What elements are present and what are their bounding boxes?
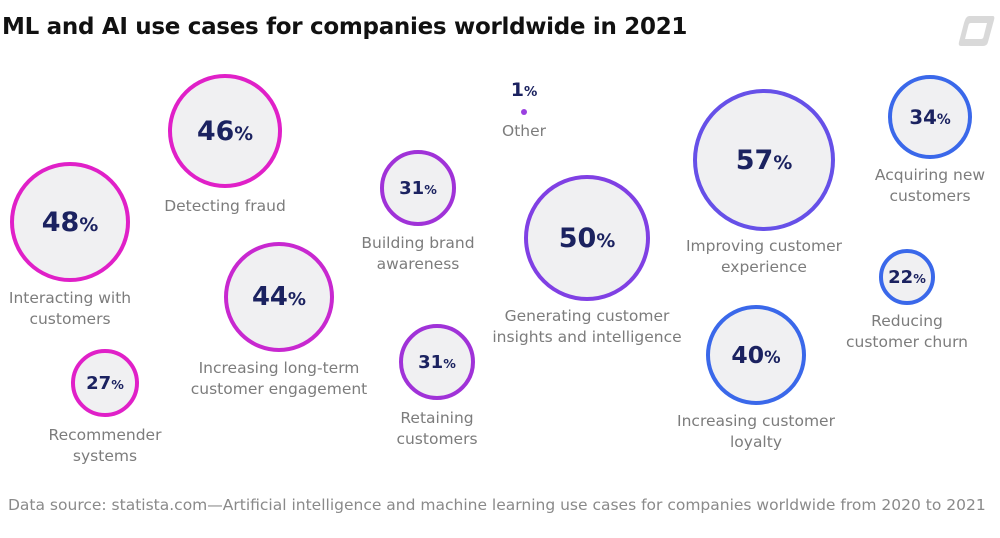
bubble-value: 50%	[558, 222, 616, 254]
bubble-6	[521, 109, 527, 115]
bubble-label: Improving customer experience	[685, 237, 843, 276]
bubble-value: 34%	[909, 105, 951, 129]
bubble-label: Increasing customer loyalty	[677, 412, 835, 451]
bubble-label: Increasing long-term customer engagement	[190, 359, 368, 398]
logo-icon	[958, 16, 995, 46]
bubble-value: 57%	[735, 144, 793, 176]
bubble-10: 22%	[879, 249, 935, 305]
bubble-11: 40%	[706, 305, 806, 405]
bubble-value: 40%	[731, 341, 781, 369]
bubble-label: Acquiring new customers	[874, 166, 986, 205]
bubble-value: 44%	[251, 282, 307, 312]
bubble-label: Retaining customers	[396, 409, 478, 448]
bubble-8: 57%	[693, 89, 835, 231]
bubble-value: 1%	[510, 79, 538, 101]
bubble-value: 48%	[41, 206, 99, 238]
bubble-label: Generating customer insights and intellig…	[492, 307, 682, 346]
bubble-label: Recommender systems	[48, 426, 162, 465]
chart-title: ML and AI use cases for companies worldw…	[2, 14, 688, 40]
bubble-label: Building brand awareness	[361, 234, 475, 273]
data-source: Data source: statista.com—Artificial int…	[8, 496, 986, 514]
bubble-2: 27%	[71, 349, 139, 417]
bubble-label: Reducing customer churn	[845, 312, 969, 351]
bubble-1: 46%	[168, 74, 282, 188]
bubble-0: 48%	[10, 162, 130, 282]
bubble-label: Interacting with customers	[8, 289, 132, 328]
bubble-3: 44%	[224, 242, 334, 352]
bubble-value: 22%	[888, 266, 926, 288]
bubble-value: 31%	[399, 177, 437, 199]
bubble-9: 34%	[888, 75, 972, 159]
bubble-label: Detecting fraud	[164, 197, 286, 215]
bubble-value: 46%	[196, 115, 254, 147]
bubble-5: 31%	[399, 324, 475, 400]
bubble-value: 27%	[86, 372, 124, 394]
bubble-7: 50%	[524, 175, 650, 301]
bubble-label: Other	[501, 122, 547, 140]
bubble-value: 31%	[418, 351, 456, 373]
bubble-4: 31%	[380, 150, 456, 226]
